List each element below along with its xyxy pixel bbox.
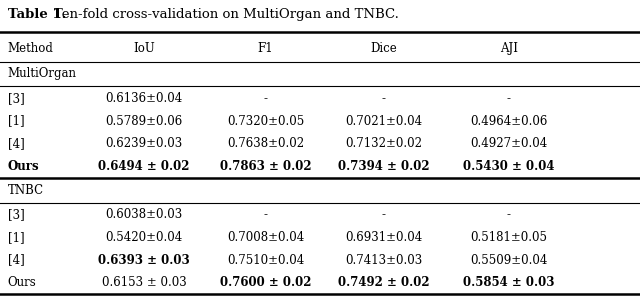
Text: 0.7510±0.04: 0.7510±0.04: [227, 253, 304, 267]
Text: MultiOrgan: MultiOrgan: [8, 67, 77, 80]
Text: 0.5430 ± 0.04: 0.5430 ± 0.04: [463, 160, 554, 173]
Text: [1]: [1]: [8, 114, 24, 128]
Text: 0.6153 ± 0.03: 0.6153 ± 0.03: [102, 276, 186, 289]
Text: [1]: [1]: [8, 231, 24, 244]
Text: 0.7492 ± 0.02: 0.7492 ± 0.02: [338, 276, 430, 289]
Text: -: -: [507, 208, 511, 222]
Text: [4]: [4]: [8, 137, 24, 150]
Text: 0.4927±0.04: 0.4927±0.04: [470, 137, 547, 150]
Text: [3]: [3]: [8, 208, 24, 222]
Text: Ours: Ours: [8, 276, 36, 289]
Text: 0.7413±0.03: 0.7413±0.03: [346, 253, 422, 267]
Text: 0.7132±0.02: 0.7132±0.02: [346, 137, 422, 150]
Text: 0.5420±0.04: 0.5420±0.04: [106, 231, 182, 244]
Text: 0.6239±0.03: 0.6239±0.03: [106, 137, 182, 150]
Text: 0.5854 ± 0.03: 0.5854 ± 0.03: [463, 276, 554, 289]
Text: 0.7394 ± 0.02: 0.7394 ± 0.02: [338, 160, 430, 173]
Text: 0.7021±0.04: 0.7021±0.04: [346, 114, 422, 128]
Text: 0.6038±0.03: 0.6038±0.03: [106, 208, 182, 222]
Text: -: -: [264, 92, 268, 105]
Text: Ten-fold cross-validation on MultiOrgan and TNBC.: Ten-fold cross-validation on MultiOrgan …: [54, 8, 399, 21]
Text: -: -: [507, 92, 511, 105]
Text: -: -: [382, 92, 386, 105]
Text: -: -: [382, 208, 386, 222]
Text: 0.6494 ± 0.02: 0.6494 ± 0.02: [99, 160, 189, 173]
Text: 0.5789±0.06: 0.5789±0.06: [106, 114, 182, 128]
Text: 0.5181±0.05: 0.5181±0.05: [470, 231, 547, 244]
Text: 0.6136±0.04: 0.6136±0.04: [106, 92, 182, 105]
Text: 0.4964±0.06: 0.4964±0.06: [470, 114, 547, 128]
Text: Ours: Ours: [8, 160, 39, 173]
Text: IoU: IoU: [133, 42, 155, 55]
Text: TNBC: TNBC: [8, 184, 44, 197]
Text: Table 1.: Table 1.: [8, 8, 66, 21]
Text: 0.6931±0.04: 0.6931±0.04: [346, 231, 422, 244]
Text: Method: Method: [8, 42, 54, 55]
Text: -: -: [264, 208, 268, 222]
Text: [3]: [3]: [8, 92, 24, 105]
Text: 0.6393 ± 0.03: 0.6393 ± 0.03: [98, 253, 190, 267]
Text: 0.7320±0.05: 0.7320±0.05: [227, 114, 304, 128]
Text: 0.7638±0.02: 0.7638±0.02: [227, 137, 304, 150]
Text: 0.7600 ± 0.02: 0.7600 ± 0.02: [220, 276, 311, 289]
Text: 0.7863 ± 0.02: 0.7863 ± 0.02: [220, 160, 312, 173]
Text: AJI: AJI: [500, 42, 518, 55]
Text: 0.7008±0.04: 0.7008±0.04: [227, 231, 304, 244]
Text: [4]: [4]: [8, 253, 24, 267]
Text: Dice: Dice: [371, 42, 397, 55]
Text: F1: F1: [258, 42, 273, 55]
Text: 0.5509±0.04: 0.5509±0.04: [470, 253, 547, 267]
